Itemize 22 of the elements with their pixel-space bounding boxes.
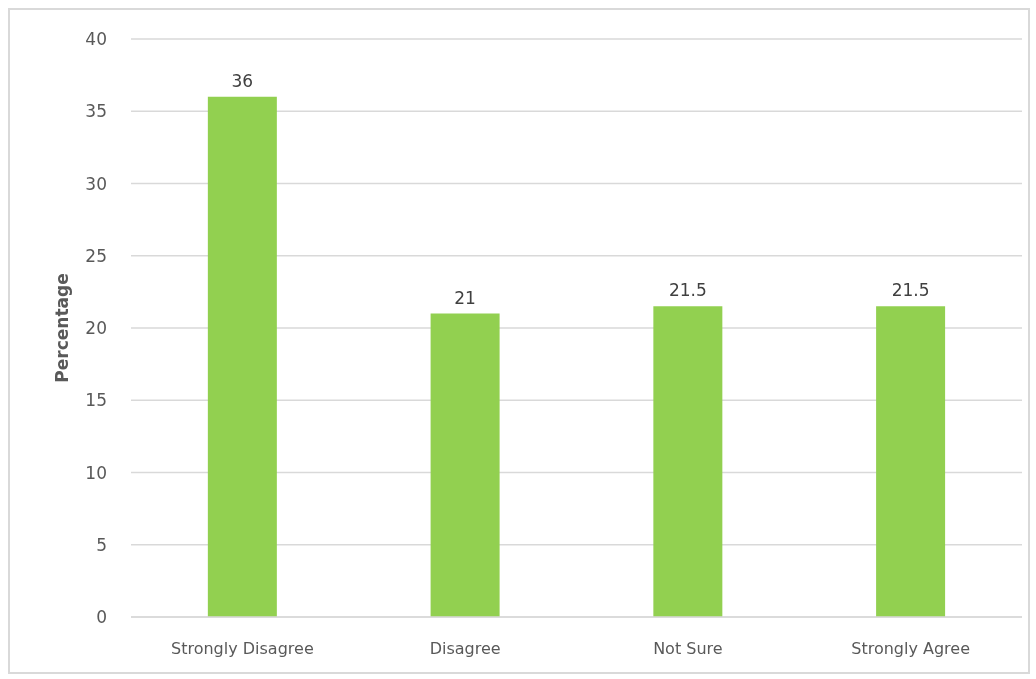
y-tick-label: 10 <box>85 462 107 483</box>
data-label: 36 <box>231 70 254 91</box>
y-tick-label: 0 <box>96 607 107 628</box>
data-label: 21 <box>454 287 476 308</box>
x-tick-label: Strongly Agree <box>851 639 971 659</box>
data-label: 21.5 <box>668 280 707 301</box>
data-label: 21.5 <box>891 280 930 301</box>
x-tick-label: Disagree <box>429 639 501 659</box>
y-tick-label: 25 <box>85 245 107 266</box>
y-axis-title: Percentage <box>52 273 73 383</box>
y-tick-label: 30 <box>85 173 107 194</box>
y-tick-label: 35 <box>85 101 107 122</box>
x-tick-label: Strongly Disagree <box>171 639 314 659</box>
bar <box>876 306 946 617</box>
y-tick-label: 20 <box>85 318 107 339</box>
y-tick-label: 40 <box>85 29 107 50</box>
y-tick-label: 15 <box>85 390 107 411</box>
bar <box>430 313 500 617</box>
bar <box>653 306 723 617</box>
bar <box>207 96 277 617</box>
y-tick-label: 5 <box>96 534 107 555</box>
x-tick-label: Not Sure <box>653 639 723 659</box>
